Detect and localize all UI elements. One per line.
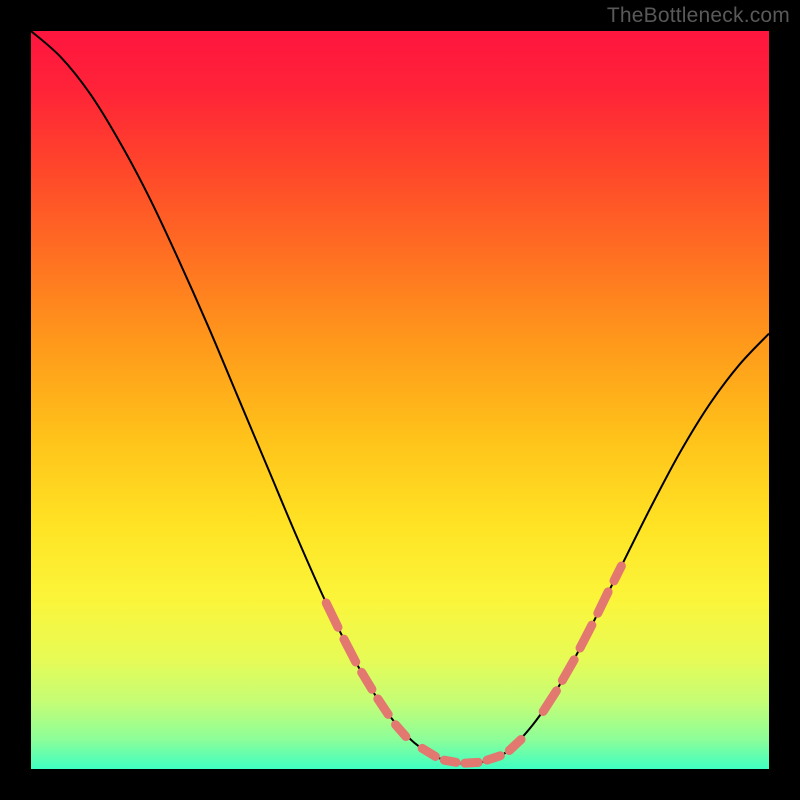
overlay-segment [378,699,388,715]
curve-layer [31,31,769,769]
watermark-text: TheBottleneck.com [607,4,790,28]
overlay-segment [509,739,521,750]
overlay-segment [362,672,372,689]
overlay-segment [562,660,574,681]
overlay-segment [487,756,500,760]
overlay-segment [465,762,478,763]
overlay-segment [422,748,435,756]
overlay-segment [326,603,338,627]
overlay-segments [326,566,621,763]
overlay-segment [444,760,456,762]
chart-container: TheBottleneck.com [0,0,800,800]
overlay-segment [580,625,592,648]
overlay-segment [598,592,608,613]
overlay-segment [344,639,356,662]
plot-area [31,31,769,769]
overlay-segment [396,725,406,737]
overlay-segment [614,566,621,581]
bottleneck-curve [31,31,769,764]
overlay-segment [543,691,556,712]
